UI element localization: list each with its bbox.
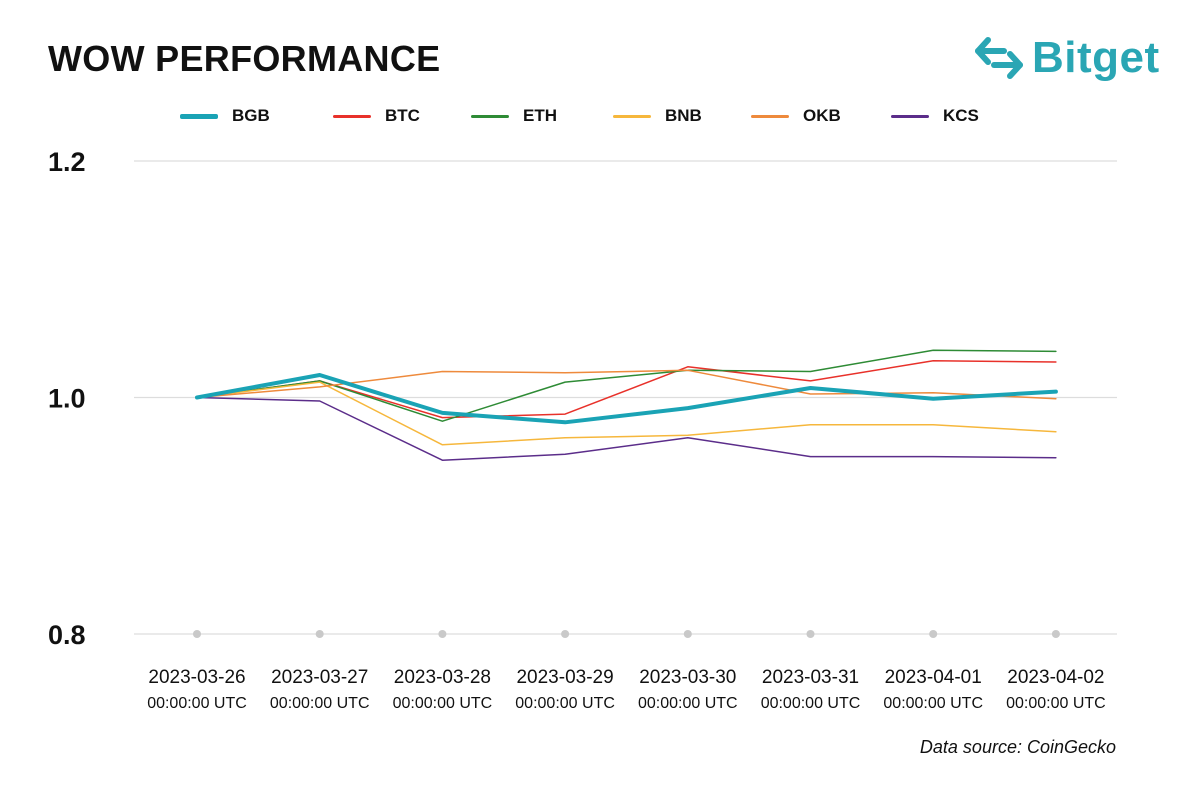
legend-label: OKB — [803, 106, 841, 125]
legend-item-kcs: KCS — [891, 103, 979, 129]
x-tick-time-label: 00:00:00 UTC — [638, 695, 738, 712]
legend-label: KCS — [943, 106, 979, 125]
y-tick-label: 0.8 — [48, 620, 86, 650]
data-source-note: Data source: CoinGecko — [919, 737, 1116, 757]
x-tick-time-label: 00:00:00 UTC — [515, 695, 615, 712]
legend-item-bnb: BNB — [613, 103, 702, 129]
legend-swatch — [891, 114, 929, 118]
legend-item-eth: ETH — [471, 103, 557, 129]
x-axis-marker — [561, 630, 570, 638]
x-tick-time-label: 00:00:00 UTC — [761, 695, 861, 712]
x-axis-marker — [806, 630, 815, 638]
x-tick-label: 2023-03-28 — [394, 667, 491, 688]
legend-item-bgb: BGB — [180, 103, 270, 129]
x-tick-label: 2023-03-27 — [271, 667, 368, 688]
series-line-eth — [196, 349, 1057, 422]
x-tick-time-label: 00:00:00 UTC — [393, 695, 493, 712]
bitget-arrows-icon — [975, 37, 1023, 79]
x-axis-marker — [929, 630, 938, 638]
legend-swatch — [471, 114, 509, 118]
x-tick-time-label: 00:00:00 UTC — [1006, 695, 1106, 712]
legend-label: BNB — [665, 106, 702, 125]
brand-name: Bitget — [1032, 33, 1160, 82]
x-tick-label: 2023-04-02 — [1007, 667, 1104, 688]
series-line-btc — [196, 360, 1057, 419]
x-tick-time-label: 00:00:00 UTC — [147, 695, 247, 712]
series-line-bgb — [195, 373, 1058, 425]
legend-label: BTC — [385, 106, 420, 125]
x-axis-marker — [315, 630, 324, 638]
legend-label: BGB — [232, 106, 270, 125]
x-tick-time-label: 00:00:00 UTC — [270, 695, 370, 712]
legend-swatch — [180, 113, 218, 119]
legend-swatch — [333, 114, 371, 118]
y-tick-label: 1.2 — [48, 147, 86, 177]
x-tick-time-label: 00:00:00 UTC — [883, 695, 983, 712]
x-axis-marker — [438, 630, 447, 638]
x-tick-label: 2023-03-31 — [762, 667, 859, 688]
x-tick-label: 2023-03-29 — [516, 667, 613, 688]
legend-item-btc: BTC — [333, 103, 420, 129]
series-line-okb — [196, 369, 1057, 400]
y-tick-label: 1.0 — [48, 384, 86, 414]
legend-item-okb: OKB — [751, 103, 841, 129]
chart-title: WOW PERFORMANCE — [48, 38, 441, 79]
series-line-bnb — [196, 381, 1057, 446]
series-line-kcs — [196, 396, 1057, 461]
legend-swatch — [751, 114, 789, 118]
x-axis-marker — [193, 630, 201, 638]
legend-swatch — [613, 114, 651, 118]
brand-logo: Bitget — [974, 30, 1160, 86]
x-tick-label: 2023-03-30 — [639, 667, 736, 688]
x-axis-marker — [1051, 630, 1060, 638]
x-axis-marker — [683, 630, 692, 638]
legend-label: ETH — [523, 106, 557, 125]
x-tick-label: 2023-04-01 — [885, 667, 982, 688]
x-tick-label: 2023-03-26 — [148, 667, 245, 688]
